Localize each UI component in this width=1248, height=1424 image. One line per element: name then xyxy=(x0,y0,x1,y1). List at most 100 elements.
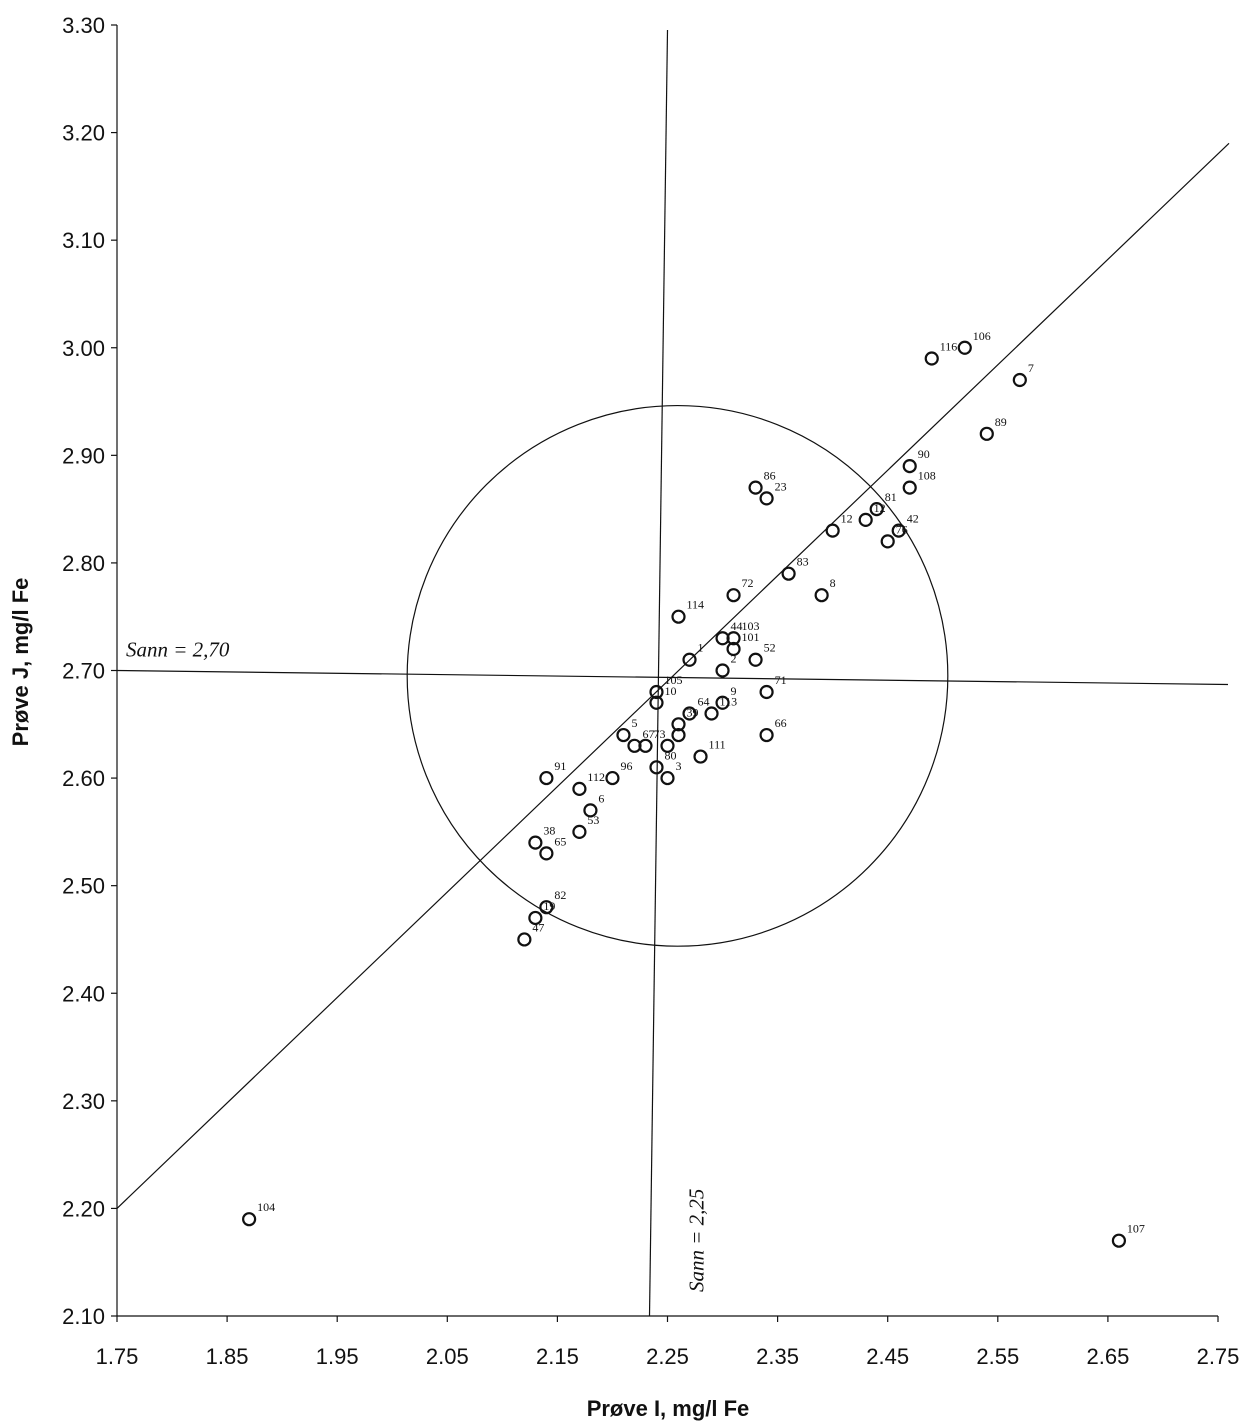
data-point-label: 91 xyxy=(554,759,566,773)
data-point-label: 80 xyxy=(664,748,676,762)
data-point-label: 76 xyxy=(896,522,908,536)
y-axis-title: Prøve J, mg/l Fe xyxy=(8,578,33,747)
y-tick-label: 2.50 xyxy=(62,874,105,899)
data-point xyxy=(726,588,741,603)
data-point-label: 108 xyxy=(918,469,936,483)
true-x-label: Sann = 2,25 xyxy=(685,1189,709,1292)
data-point xyxy=(715,695,730,710)
data-point-label: 111 xyxy=(709,738,726,752)
y-tick-label: 3.30 xyxy=(62,13,105,38)
data-point xyxy=(517,932,532,947)
data-point-label: 7 xyxy=(1028,361,1034,375)
data-point-label: 106 xyxy=(973,329,991,343)
data-point-label: 6 xyxy=(598,791,604,805)
data-point xyxy=(539,900,554,915)
data-point-label: 12 xyxy=(874,501,886,515)
y-tick-label: 2.80 xyxy=(62,551,105,576)
data-point xyxy=(539,846,554,861)
data-point-label: 67 xyxy=(642,727,654,741)
y-tick-label: 2.20 xyxy=(62,1196,105,1221)
data-point xyxy=(528,835,543,850)
data-point-label: 65 xyxy=(554,834,566,848)
y-tick-label: 3.10 xyxy=(62,228,105,253)
x-tick-label: 2.65 xyxy=(1086,1344,1129,1369)
data-point xyxy=(902,458,917,474)
data-point-label: 5 xyxy=(631,716,637,730)
x-axis-title: Prøve I, mg/l Fe xyxy=(587,1396,750,1421)
data-point xyxy=(924,351,939,366)
data-point-label: 47 xyxy=(532,920,544,934)
data-point-label: 90 xyxy=(918,447,930,461)
data-point-label: 86 xyxy=(764,469,776,483)
axes: 2.10 2.20 2.30 2.40 2.50 2.60 2.70 2.80 2.90 3.00… xyxy=(62,13,1239,1369)
data-point xyxy=(671,727,686,743)
data-point xyxy=(814,588,829,603)
data-point xyxy=(715,663,730,678)
data-point-label: 96 xyxy=(620,759,632,773)
y-tick-label: 2.10 xyxy=(62,1304,105,1329)
data-point xyxy=(682,652,697,667)
data-point-label: 82 xyxy=(554,888,566,902)
data-point-label: 8 xyxy=(830,576,836,590)
x-tick-label: 2.35 xyxy=(756,1344,799,1369)
data-point xyxy=(583,803,598,818)
true-y-line xyxy=(116,669,1229,686)
data-point-label: 101 xyxy=(742,630,760,644)
x-tick-label: 2.05 xyxy=(426,1344,469,1369)
data-point-label: 44 xyxy=(731,619,743,633)
data-point xyxy=(880,534,895,549)
data-point xyxy=(1111,1233,1127,1248)
data-point xyxy=(539,770,554,786)
y-tick-label: 2.40 xyxy=(62,981,105,1006)
data-point xyxy=(528,910,543,926)
data-point xyxy=(891,523,906,538)
data-point-label: 83 xyxy=(797,555,809,569)
data-point-label: 73 xyxy=(653,727,665,741)
data-point xyxy=(979,426,994,441)
data-point xyxy=(726,641,741,657)
data-point-label: 38 xyxy=(543,824,555,838)
data-point-label: 89 xyxy=(995,415,1007,429)
data-point-label: 19 xyxy=(543,899,555,913)
data-point xyxy=(242,1212,257,1227)
x-tick-label: 1.75 xyxy=(96,1344,139,1369)
data-point-label: 105 xyxy=(664,673,682,687)
data-point-label: 112 xyxy=(587,770,605,784)
data-point-label: 9 xyxy=(731,684,737,698)
data-point-label: 81 xyxy=(885,490,897,504)
data-point xyxy=(660,738,675,753)
data-point xyxy=(649,695,664,710)
data-point-label: 23 xyxy=(775,479,787,493)
data-point xyxy=(825,523,840,538)
data-point xyxy=(649,760,664,775)
data-point xyxy=(726,631,741,646)
data-point-label: 53 xyxy=(587,813,599,827)
data-point-label: 1 xyxy=(698,641,704,655)
y-tick-label: 2.30 xyxy=(62,1089,105,1114)
data-point xyxy=(858,512,873,527)
data-point-label: 104 xyxy=(257,1200,275,1214)
y-tick-label: 3.00 xyxy=(62,336,105,361)
data-point-label: 116 xyxy=(940,340,958,354)
y-tick-label: 2.60 xyxy=(62,766,105,791)
data-point-label: 66 xyxy=(775,716,787,730)
data-point-label: 3 xyxy=(676,759,682,773)
x-tick-label: 2.25 xyxy=(646,1344,689,1369)
data-point-label: 10 xyxy=(664,684,676,698)
data-point-label: 42 xyxy=(907,512,919,526)
data-point-label: 64 xyxy=(698,695,710,709)
data-point xyxy=(616,727,631,743)
data-point xyxy=(869,502,884,517)
data-point xyxy=(572,824,587,839)
data-point xyxy=(649,684,664,700)
y-tick-label: 2.90 xyxy=(62,443,105,468)
data-point xyxy=(638,738,653,753)
data-point-label: 12 xyxy=(841,512,853,526)
x-tick-label: 1.95 xyxy=(316,1344,359,1369)
x-tick-label: 2.75 xyxy=(1197,1344,1240,1369)
data-point xyxy=(693,749,708,764)
data-point xyxy=(572,781,587,796)
data-point xyxy=(682,706,697,721)
y-tick-label: 3.20 xyxy=(62,121,105,146)
